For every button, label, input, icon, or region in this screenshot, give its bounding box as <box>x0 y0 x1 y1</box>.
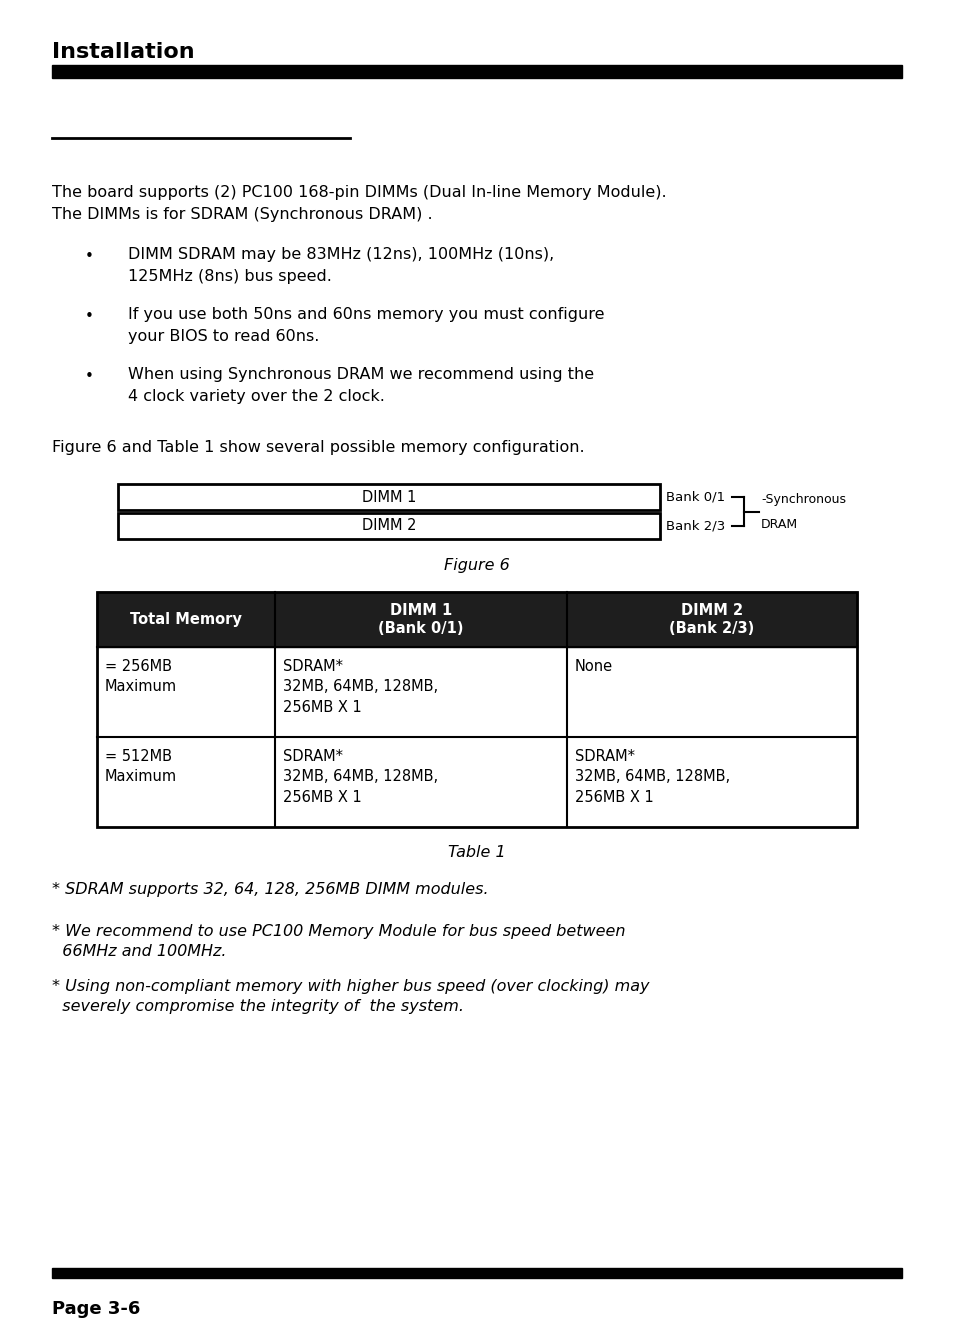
Text: 4 clock variety over the 2 clock.: 4 clock variety over the 2 clock. <box>128 389 384 403</box>
Bar <box>97 592 856 827</box>
Text: •: • <box>85 369 93 383</box>
Text: If you use both 50ns and 60ns memory you must configure: If you use both 50ns and 60ns memory you… <box>128 307 604 322</box>
Text: SDRAM*
32MB, 64MB, 128MB,
256MB X 1: SDRAM* 32MB, 64MB, 128MB, 256MB X 1 <box>283 749 437 804</box>
Text: •: • <box>85 309 93 325</box>
Text: 125MHz (8ns) bus speed.: 125MHz (8ns) bus speed. <box>128 269 332 285</box>
Text: * SDRAM supports 32, 64, 128, 256MB DIMM modules.: * SDRAM supports 32, 64, 128, 256MB DIMM… <box>52 882 488 896</box>
Text: = 256MB
Maximum: = 256MB Maximum <box>105 659 177 695</box>
Text: DIMM SDRAM may be 83MHz (12ns), 100MHz (10ns),: DIMM SDRAM may be 83MHz (12ns), 100MHz (… <box>128 247 554 262</box>
Text: SDRAM*
32MB, 64MB, 128MB,
256MB X 1: SDRAM* 32MB, 64MB, 128MB, 256MB X 1 <box>283 659 437 715</box>
Text: None: None <box>575 659 613 673</box>
Text: DIMM 2
(Bank 2/3): DIMM 2 (Bank 2/3) <box>669 603 754 636</box>
Text: = 512MB
Maximum: = 512MB Maximum <box>105 749 177 784</box>
Text: -Synchronous: -Synchronous <box>760 493 845 505</box>
Text: The board supports (2) PC100 168-pin DIMMs (Dual In-line Memory Module).: The board supports (2) PC100 168-pin DIM… <box>52 184 666 200</box>
Text: your BIOS to read 60ns.: your BIOS to read 60ns. <box>128 329 319 343</box>
Text: Figure 6: Figure 6 <box>444 558 509 573</box>
Bar <box>97 592 856 647</box>
Text: DIMM 1: DIMM 1 <box>361 489 416 505</box>
Text: Total Memory: Total Memory <box>130 612 242 627</box>
Bar <box>52 65 901 77</box>
Bar <box>97 647 856 737</box>
Text: When using Synchronous DRAM we recommend using the: When using Synchronous DRAM we recommend… <box>128 367 594 382</box>
Text: Bank 2/3: Bank 2/3 <box>665 520 724 533</box>
Text: DIMM 1
(Bank 0/1): DIMM 1 (Bank 0/1) <box>377 603 463 636</box>
Bar <box>52 1268 901 1279</box>
Bar <box>97 737 856 827</box>
Text: DIMM 2: DIMM 2 <box>361 518 416 533</box>
Text: Figure 6 and Table 1 show several possible memory configuration.: Figure 6 and Table 1 show several possib… <box>52 440 584 456</box>
Text: Installation: Installation <box>52 41 194 61</box>
Text: The DIMMs is for SDRAM (Synchronous DRAM) .: The DIMMs is for SDRAM (Synchronous DRAM… <box>52 207 432 222</box>
Text: Page 3-6: Page 3-6 <box>52 1300 140 1319</box>
Text: •: • <box>85 248 93 265</box>
Text: * We recommend to use PC100 Memory Module for bus speed between
  66MHz and 100M: * We recommend to use PC100 Memory Modul… <box>52 925 625 959</box>
Text: DRAM: DRAM <box>760 517 798 530</box>
Text: Table 1: Table 1 <box>448 844 505 860</box>
Text: Bank 0/1: Bank 0/1 <box>665 490 724 504</box>
Bar <box>118 513 659 538</box>
Text: * Using non-compliant memory with higher bus speed (over clocking) may
  severel: * Using non-compliant memory with higher… <box>52 979 649 1014</box>
Bar <box>118 484 659 510</box>
Text: SDRAM*
32MB, 64MB, 128MB,
256MB X 1: SDRAM* 32MB, 64MB, 128MB, 256MB X 1 <box>575 749 729 804</box>
